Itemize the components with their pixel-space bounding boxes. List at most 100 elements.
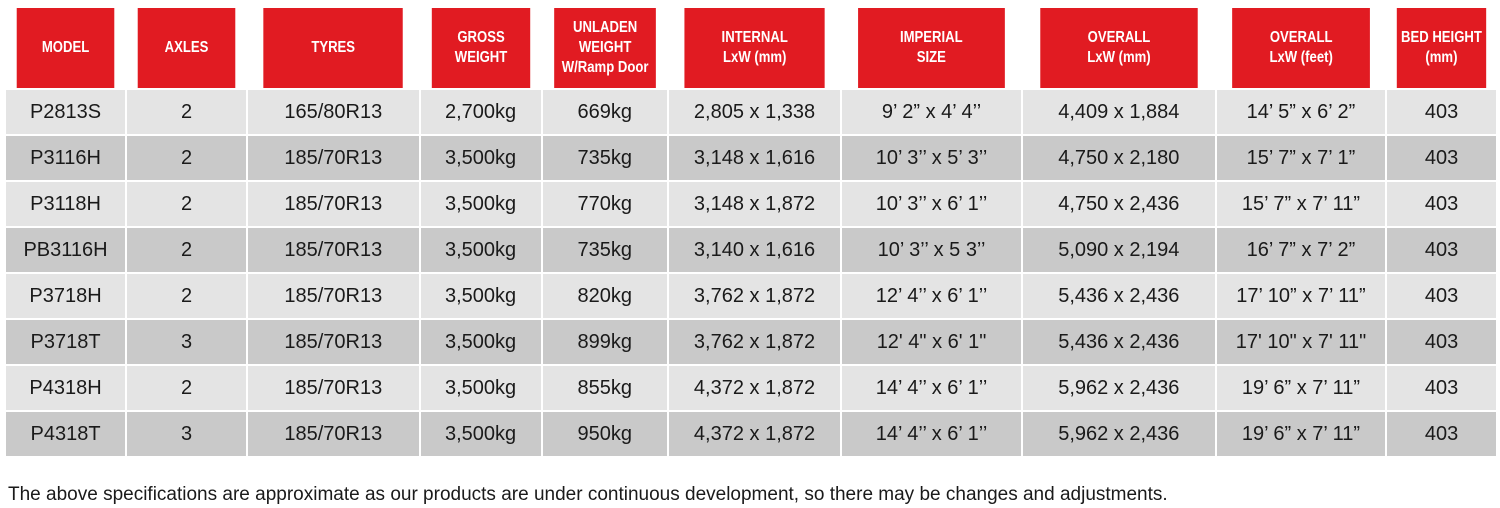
specifications-table: MODEL AXLES TYRES GROSS WEIGHT UNLADEN WEI… xyxy=(4,6,1498,458)
header-gross-weight: GROSS WEIGHT xyxy=(431,8,530,88)
cell-imperial-size: 14’ 4’’ x 6’ 1’’ xyxy=(842,412,1021,456)
cell-gross-weight: 3,500kg xyxy=(420,320,541,364)
header-bed-height: BED HEIGHT (mm) xyxy=(1396,8,1487,88)
cell-tyres: 165/80R13 xyxy=(248,90,419,134)
cell-overall-feet: 16’ 7” x 7’ 2” xyxy=(1216,228,1386,272)
cell-bed-height: 403 xyxy=(1387,136,1496,180)
cell-bed-height: 403 xyxy=(1387,366,1496,410)
cell-imperial-size: 12’ 4’’ x 6’ 1’’ xyxy=(842,274,1021,318)
cell-imperial-size: 14’ 4’’ x 6’ 1’’ xyxy=(842,366,1021,410)
cell-internal-size: 3,762 x 1,872 xyxy=(668,320,841,364)
cell-unladen-weight: 770kg xyxy=(542,182,667,226)
cell-axles: 2 xyxy=(127,228,247,272)
cell-internal-size: 2,805 x 1,338 xyxy=(668,90,841,134)
cell-overall-feet: 17' 10" x 7' 11" xyxy=(1216,320,1386,364)
header-model: MODEL xyxy=(16,8,115,88)
cell-model: P3718T xyxy=(6,320,126,364)
cell-model: P4318T xyxy=(6,412,126,456)
cell-axles: 2 xyxy=(127,90,247,134)
cell-model: P3718H xyxy=(6,274,126,318)
header-imperial-size: IMPERIAL SIZE xyxy=(858,8,1005,88)
table-row: P3718H 2 185/70R13 3,500kg 820kg 3,762 x 1,87… xyxy=(6,274,1496,318)
cell-overall-feet: 14’ 5” x 6’ 2” xyxy=(1216,90,1386,134)
table-row: P4318H 2 185/70R13 3,500kg 855kg 4,372 x 1,87… xyxy=(6,366,1496,410)
cell-bed-height: 403 xyxy=(1387,90,1496,134)
cell-tyres: 185/70R13 xyxy=(248,320,419,364)
cell-unladen-weight: 950kg xyxy=(542,412,667,456)
cell-overall-mm: 5,436 x 2,436 xyxy=(1022,274,1215,318)
cell-imperial-size: 10’ 3’’ x 5 3’’ xyxy=(842,228,1021,272)
cell-model: P4318H xyxy=(6,366,126,410)
cell-unladen-weight: 855kg xyxy=(542,366,667,410)
cell-unladen-weight: 735kg xyxy=(542,228,667,272)
cell-gross-weight: 3,500kg xyxy=(420,228,541,272)
table-row: PB3116H 2 185/70R13 3,500kg 735kg 3,140 x 1,6… xyxy=(6,228,1496,272)
cell-gross-weight: 3,500kg xyxy=(420,274,541,318)
cell-gross-weight: 3,500kg xyxy=(420,182,541,226)
cell-axles: 3 xyxy=(127,320,247,364)
cell-axles: 2 xyxy=(127,136,247,180)
table-row: P3116H 2 185/70R13 3,500kg 735kg 3,148 x 1,61… xyxy=(6,136,1496,180)
header-overall-mm: OVERALL LxW (mm) xyxy=(1040,8,1198,88)
header-overall-feet: OVERALL LxW (feet) xyxy=(1231,8,1370,88)
cell-overall-feet: 19’ 6” x 7’ 11” xyxy=(1216,412,1386,456)
cell-internal-size: 3,148 x 1,872 xyxy=(668,182,841,226)
header-internal-size: INTERNAL LxW (mm) xyxy=(684,8,825,88)
cell-overall-mm: 5,962 x 2,436 xyxy=(1022,366,1215,410)
cell-overall-feet: 19’ 6” x 7’ 11” xyxy=(1216,366,1386,410)
cell-model: P3118H xyxy=(6,182,126,226)
cell-axles: 2 xyxy=(127,366,247,410)
cell-tyres: 185/70R13 xyxy=(248,228,419,272)
footnote: The above specifications are approximate… xyxy=(8,484,1168,505)
cell-tyres: 185/70R13 xyxy=(248,366,419,410)
table-row: P4318T 3 185/70R13 3,500kg 950kg 4,372 x 1,87… xyxy=(6,412,1496,456)
cell-gross-weight: 3,500kg xyxy=(420,136,541,180)
cell-overall-feet: 15’ 7” x 7’ 1” xyxy=(1216,136,1386,180)
header-tyres: TYRES xyxy=(263,8,404,88)
cell-imperial-size: 10’ 3’’ x 6’ 1’’ xyxy=(842,182,1021,226)
cell-internal-size: 4,372 x 1,872 xyxy=(668,366,841,410)
cell-bed-height: 403 xyxy=(1387,412,1496,456)
cell-internal-size: 3,148 x 1,616 xyxy=(668,136,841,180)
cell-unladen-weight: 669kg xyxy=(542,90,667,134)
cell-gross-weight: 3,500kg xyxy=(420,412,541,456)
table-row: P2813S 2 165/80R13 2,700kg 669kg 2,805 x 1,33… xyxy=(6,90,1496,134)
cell-unladen-weight: 735kg xyxy=(542,136,667,180)
table-header: MODEL AXLES TYRES GROSS WEIGHT UNLADEN WEI… xyxy=(6,8,1496,88)
cell-unladen-weight: 820kg xyxy=(542,274,667,318)
cell-axles: 2 xyxy=(127,274,247,318)
cell-overall-mm: 5,436 x 2,436 xyxy=(1022,320,1215,364)
cell-imperial-size: 9’ 2” x 4’ 4’’ xyxy=(842,90,1021,134)
cell-imperial-size: 12' 4" x 6' 1" xyxy=(842,320,1021,364)
header-unladen-weight: UNLADEN WEIGHT W/Ramp Door xyxy=(553,8,656,88)
cell-tyres: 185/70R13 xyxy=(248,182,419,226)
table-body: P2813S 2 165/80R13 2,700kg 669kg 2,805 x 1,33… xyxy=(6,90,1496,456)
cell-bed-height: 403 xyxy=(1387,320,1496,364)
cell-internal-size: 4,372 x 1,872 xyxy=(668,412,841,456)
cell-overall-feet: 15’ 7” x 7’ 11” xyxy=(1216,182,1386,226)
cell-overall-mm: 4,750 x 2,180 xyxy=(1022,136,1215,180)
cell-axles: 2 xyxy=(127,182,247,226)
cell-bed-height: 403 xyxy=(1387,228,1496,272)
cell-internal-size: 3,762 x 1,872 xyxy=(668,274,841,318)
cell-imperial-size: 10’ 3’’ x 5’ 3’’ xyxy=(842,136,1021,180)
cell-overall-feet: 17’ 10” x 7’ 11” xyxy=(1216,274,1386,318)
cell-overall-mm: 4,750 x 2,436 xyxy=(1022,182,1215,226)
cell-overall-mm: 5,090 x 2,194 xyxy=(1022,228,1215,272)
cell-overall-mm: 4,409 x 1,884 xyxy=(1022,90,1215,134)
table-row: P3718T 3 185/70R13 3,500kg 899kg 3,762 x 1,87… xyxy=(6,320,1496,364)
cell-model: PB3116H xyxy=(6,228,126,272)
cell-axles: 3 xyxy=(127,412,247,456)
header-row: MODEL AXLES TYRES GROSS WEIGHT UNLADEN WEI… xyxy=(6,8,1496,88)
cell-overall-mm: 5,962 x 2,436 xyxy=(1022,412,1215,456)
cell-bed-height: 403 xyxy=(1387,182,1496,226)
header-axles: AXLES xyxy=(137,8,236,88)
cell-tyres: 185/70R13 xyxy=(248,136,419,180)
table-row: P3118H 2 185/70R13 3,500kg 770kg 3,148 x 1,87… xyxy=(6,182,1496,226)
cell-unladen-weight: 899kg xyxy=(542,320,667,364)
cell-model: P3116H xyxy=(6,136,126,180)
cell-gross-weight: 2,700kg xyxy=(420,90,541,134)
cell-internal-size: 3,140 x 1,616 xyxy=(668,228,841,272)
cell-model: P2813S xyxy=(6,90,126,134)
cell-tyres: 185/70R13 xyxy=(248,274,419,318)
